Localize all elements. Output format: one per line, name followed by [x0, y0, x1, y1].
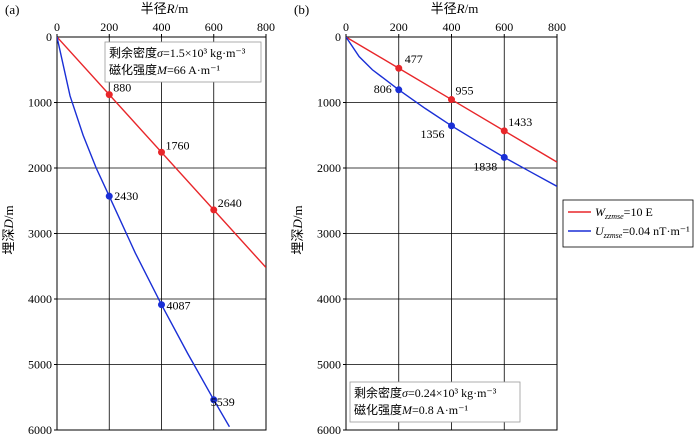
y-tick-label: 2000 — [28, 161, 52, 175]
data-label-0: 477 — [405, 52, 423, 66]
y-axis-label: 埋深D/m — [290, 205, 305, 254]
annotation-box — [104, 41, 262, 83]
x-axis-label: 半径R/m — [431, 1, 479, 16]
legend-box: Wzzmse=10 E Uzzmse=0.04 nT·m⁻¹ — [562, 199, 694, 248]
series-line-1 — [346, 37, 557, 187]
y-tick-label: 5000 — [317, 358, 341, 372]
y-tick-label: 5000 — [28, 358, 52, 372]
data-label-1: 4087 — [167, 299, 191, 313]
legend-frame — [562, 199, 694, 248]
panel-a-chart: 0 200 400 600 800 0 1000 2000 3000 4000 5000 6000 (a… — [1, 1, 275, 437]
data-point-0 — [448, 96, 455, 104]
series-line-1 — [57, 37, 231, 428]
legend-label: Uzzmse=0.04 nT·m⁻¹ — [595, 224, 690, 240]
annotation-text: 磁化强度M=0.8 A·m⁻¹ — [354, 402, 468, 417]
x-tick-label: 400 — [153, 20, 171, 34]
y-axis-label: 埋深D/m — [1, 205, 16, 254]
legend-label: Wzzmse=10 E — [595, 205, 653, 221]
data-label-0: 1760 — [166, 138, 190, 152]
data-point-1 — [500, 153, 508, 161]
data-label-0: 1433 — [508, 115, 532, 129]
data-point-0 — [210, 206, 218, 214]
data-point-1 — [395, 86, 403, 94]
y-tick-label: 1000 — [317, 96, 341, 110]
data-label-0: 2640 — [218, 196, 242, 210]
data-label-1: 1838 — [473, 159, 497, 173]
x-tick-label: 800 — [548, 20, 566, 34]
annotation-text: 磁化强度M=66 A·m⁻¹ — [109, 62, 220, 77]
panel-label: (b) — [294, 2, 309, 17]
x-tick-label: 800 — [257, 20, 275, 34]
data-point-0 — [158, 148, 165, 156]
y-tick-label: 6000 — [28, 423, 52, 437]
annotation-box — [349, 381, 521, 423]
data-point-1 — [210, 396, 218, 404]
data-point-1 — [158, 301, 165, 309]
x-tick-label: 0 — [54, 20, 60, 34]
x-tick-label: 400 — [443, 20, 461, 34]
y-tick-label: 3000 — [317, 227, 341, 241]
x-tick-label: 600 — [205, 20, 223, 34]
y-tick-label-zero: 0 — [335, 30, 341, 44]
y-tick-label: 3000 — [28, 227, 52, 241]
annotation-text: 剩余密度σ=0.24×10³ kg·m⁻³ — [354, 385, 497, 400]
annotation-text: 剩余密度σ=1.5×10³ kg·m⁻³ — [109, 45, 246, 60]
data-label-1: 806 — [374, 82, 392, 96]
data-point-0 — [105, 91, 113, 99]
panel-label: (a) — [5, 2, 19, 17]
data-point-1 — [105, 192, 113, 200]
x-tick-label: 0 — [343, 20, 349, 34]
y-tick-label: 2000 — [317, 161, 341, 175]
data-point-1 — [448, 122, 455, 130]
data-point-0 — [500, 127, 508, 135]
y-tick-label-zero: 0 — [46, 30, 52, 44]
data-point-0 — [395, 64, 403, 72]
data-label-1: 1356 — [421, 127, 445, 141]
y-tick-label: 6000 — [317, 423, 341, 437]
x-tick-label: 600 — [495, 20, 513, 34]
x-tick-label: 200 — [100, 20, 118, 34]
panel-b-chart: 0 200 400 600 800 0 1000 2000 3000 4000 5000 6000 (b… — [290, 1, 566, 437]
y-tick-label: 4000 — [28, 292, 52, 306]
y-tick-label: 1000 — [28, 96, 52, 110]
data-label-1: 5539 — [211, 395, 235, 409]
y-tick-label: 4000 — [317, 292, 341, 306]
x-tick-label: 200 — [390, 20, 408, 34]
x-axis-label: 半径R/m — [141, 1, 189, 16]
data-label-0: 880 — [113, 81, 131, 95]
data-label-1: 2430 — [114, 189, 138, 203]
data-label-0: 955 — [456, 84, 474, 98]
